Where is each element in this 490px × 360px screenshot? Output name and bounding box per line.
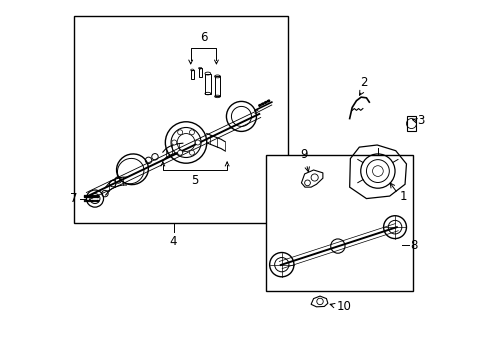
Text: 3: 3 (417, 114, 425, 127)
Bar (91, 195, 93, 197)
Bar (267, 100, 270, 102)
Bar (205, 73, 211, 94)
Text: 5: 5 (191, 174, 198, 187)
Bar (191, 70, 194, 79)
Bar (259, 104, 261, 107)
Bar (83, 200, 85, 202)
Bar (262, 103, 264, 105)
Text: 9: 9 (300, 148, 308, 161)
Bar (74, 16, 288, 223)
Bar (94, 200, 96, 202)
Bar (267, 155, 413, 291)
Circle shape (190, 130, 195, 135)
Bar (91, 200, 93, 202)
Bar (407, 116, 416, 131)
Bar (198, 68, 202, 77)
Text: 1: 1 (399, 190, 407, 203)
Text: 7: 7 (70, 192, 77, 205)
Bar (94, 195, 96, 197)
Bar (89, 195, 90, 197)
Circle shape (172, 140, 177, 145)
Text: 8: 8 (411, 239, 418, 252)
Text: 4: 4 (170, 235, 177, 248)
Circle shape (178, 130, 183, 135)
Circle shape (190, 150, 195, 155)
Bar (86, 200, 88, 202)
Bar (265, 102, 267, 104)
Circle shape (196, 140, 200, 145)
Bar (89, 200, 90, 202)
Bar (96, 195, 98, 197)
Bar (86, 195, 88, 197)
Text: 6: 6 (200, 31, 207, 44)
Circle shape (178, 150, 183, 155)
Text: 10: 10 (337, 300, 351, 313)
Text: 2: 2 (360, 76, 368, 89)
Bar (83, 195, 85, 197)
Bar (96, 200, 98, 202)
Bar (215, 76, 220, 96)
